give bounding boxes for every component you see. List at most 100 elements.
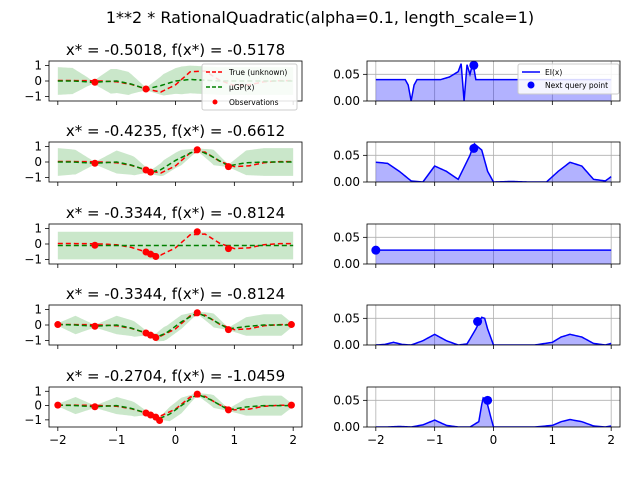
ei-area [375,250,612,264]
plot-area [367,142,620,182]
observation-point [54,321,62,329]
gp-mean-line [57,393,294,420]
ei-line [375,142,612,182]
panel-title: x* = -0.5018, f(x*) = -0.5178 [66,41,285,59]
legend: EI(x) Next query point [517,63,620,95]
observation-point [193,390,201,398]
panel-right-1: 0.05 0.00 EI(x) Next query point [333,60,621,108]
x-tick-label: −2 [49,433,67,447]
legend: True (unknown) μGP(x) Observations [201,63,298,111]
true-function-line [57,314,294,337]
observation-point [224,326,232,334]
y-tick-label: 1 [34,384,42,398]
y-tick-label: −1 [24,413,42,427]
y-tick-label: 0.00 [333,257,360,271]
figure-title: 1**2 * RationalQuadratic(alpha=0.1, leng… [106,8,534,28]
panel-right-5: 0.05 0.00 −2 −1 0 1 2 [333,386,621,447]
plot-area [57,148,294,177]
y-tick-label: −1 [24,333,42,347]
plot-area [57,311,294,342]
panel-left-3: 10−1 x* = -0.3344, f(x*) = -0.8124 [24,204,303,268]
y-tick-label: 0.00 [333,420,360,434]
x-tick-label: −2 [367,433,385,447]
x-tick-label: 1 [549,433,557,447]
panel-title: x* = -0.2704, f(x*) = -1.0459 [66,367,285,385]
next-query-point [473,317,483,327]
x-tick-label: 2 [607,433,615,447]
legend-next-swatch [527,81,535,89]
x-tick-label: 1 [231,433,239,447]
plot-area [367,387,620,427]
y-tick-label: 1 [34,59,42,73]
ei-area [375,317,612,345]
y-tick-label: 0 [34,155,42,169]
legend-mean-label: μGP(x) [229,83,254,92]
observation-point [91,159,99,167]
true-function-line [57,233,294,256]
observation-point [147,168,155,176]
panel-left-2: 10−1 x* = -0.4235, f(x*) = -0.6612 [24,122,303,186]
y-tick-label: 1 [34,140,42,154]
y-tick-label: 0 [34,399,42,413]
plot-area [367,224,620,264]
next-query-point [483,395,493,405]
observation-point [91,403,99,411]
observation-point [224,163,232,171]
panel-left-4: 10−1 x* = -0.3344, f(x*) = -0.8124 [24,285,303,349]
ei-line [375,316,612,345]
panel-title: x* = -0.4235, f(x*) = -0.6612 [66,122,285,140]
x-tick-label: −1 [426,433,444,447]
legend-obs-label: Observations [229,98,279,107]
gp-mean-line [57,312,294,339]
y-tick-label: 0 [34,237,42,251]
y-tick-label: 0.05 [333,230,360,244]
observation-point [193,309,201,317]
observation-point [224,406,232,414]
next-query-point [469,143,479,153]
panel-right-2: 0.05 0.00 [333,141,621,189]
x-tick-label: 0 [172,433,180,447]
observation-point [224,245,232,253]
gp-mean-line [57,149,294,173]
observation-point [287,401,295,409]
observation-point [147,411,155,419]
observation-point [91,241,99,249]
y-tick-label: 1 [34,303,42,317]
x-tick-label: −1 [108,433,126,447]
x-tick-label: 0 [490,433,498,447]
y-tick-label: 0 [34,74,42,88]
observation-point [152,252,160,260]
panel-right-4: 0.05 0.00 [333,304,621,352]
x-tick-label: 2 [289,433,297,447]
y-tick-label: 0.05 [333,311,360,325]
y-tick-label: 0.05 [333,67,360,81]
legend-ei-label: EI(x) [545,68,562,77]
confidence-band [57,393,294,422]
observation-point [193,228,201,236]
observation-point [193,146,201,154]
legend-box [201,63,298,111]
y-tick-label: 0.00 [333,338,360,352]
ei-line [375,396,612,427]
y-tick-label: −1 [24,170,42,184]
y-tick-label: 0.00 [333,175,360,189]
observation-point [287,321,295,329]
y-tick-label: −1 [24,89,42,103]
legend-true-label: True (unknown) [228,68,287,77]
panel-right-3: 0.05 0.00 [333,223,621,271]
panel-left-5: 10−1x* = -0.2704, f(x*) = -1.0459−2 −1 0 1 2 [24,367,303,447]
y-tick-label: 0 [34,318,42,332]
ei-area [375,143,612,182]
panel-left-1: 10−1 x* = -0.5018, f(x*) = -0.5178 True (u… [24,41,303,111]
observation-point [147,250,155,258]
observation-point [91,322,99,330]
observation-point [91,78,99,86]
observation-point [147,331,155,339]
plot-area [57,231,294,260]
observation-point [156,417,164,425]
y-tick-label: 0.00 [333,94,360,108]
observation-point [54,401,62,409]
observation-point [142,85,150,93]
y-tick-label: 1 [34,222,42,236]
